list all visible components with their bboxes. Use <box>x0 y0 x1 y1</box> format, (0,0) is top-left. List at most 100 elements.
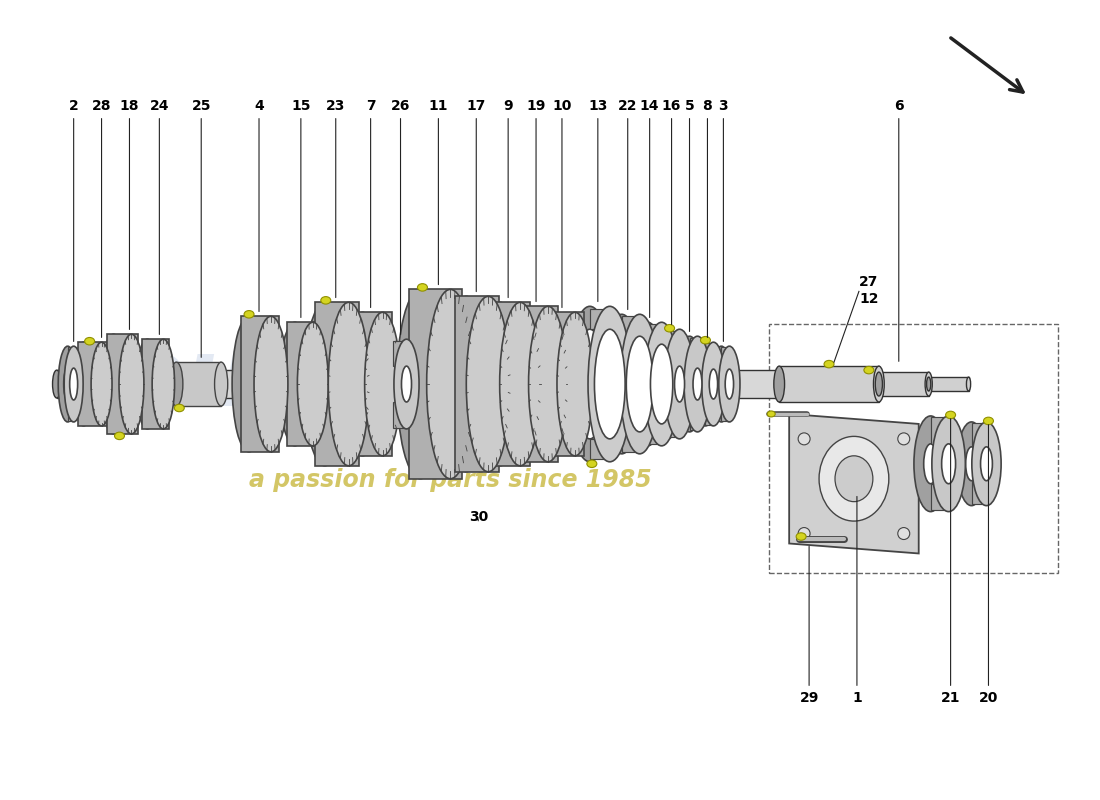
Ellipse shape <box>574 330 605 439</box>
Ellipse shape <box>702 342 725 426</box>
Polygon shape <box>705 399 714 425</box>
Ellipse shape <box>942 378 945 390</box>
Ellipse shape <box>876 372 882 396</box>
Ellipse shape <box>971 422 1001 506</box>
Ellipse shape <box>898 527 910 539</box>
Polygon shape <box>621 316 640 336</box>
Polygon shape <box>705 343 714 369</box>
Polygon shape <box>971 481 987 504</box>
Ellipse shape <box>943 380 945 388</box>
Ellipse shape <box>701 337 711 344</box>
Ellipse shape <box>174 404 185 412</box>
Polygon shape <box>789 414 918 554</box>
Ellipse shape <box>710 369 717 399</box>
Polygon shape <box>68 347 74 368</box>
Ellipse shape <box>932 416 966 512</box>
Ellipse shape <box>796 533 806 540</box>
Ellipse shape <box>767 411 775 417</box>
Ellipse shape <box>418 284 428 291</box>
Polygon shape <box>57 370 810 398</box>
Polygon shape <box>928 377 968 391</box>
Ellipse shape <box>946 411 956 418</box>
Text: 16: 16 <box>662 99 681 325</box>
Ellipse shape <box>91 342 112 426</box>
Ellipse shape <box>914 416 947 512</box>
Text: 29: 29 <box>800 546 818 705</box>
Text: 26: 26 <box>390 99 410 334</box>
Bar <box>769 324 1058 574</box>
Ellipse shape <box>305 302 345 466</box>
Polygon shape <box>722 347 729 369</box>
Ellipse shape <box>136 339 158 429</box>
Ellipse shape <box>980 447 992 481</box>
Ellipse shape <box>379 339 405 429</box>
Ellipse shape <box>53 370 60 398</box>
Polygon shape <box>889 378 944 390</box>
Ellipse shape <box>344 312 381 456</box>
Polygon shape <box>648 324 661 344</box>
Polygon shape <box>668 402 680 438</box>
Text: 23: 23 <box>326 99 345 298</box>
Ellipse shape <box>101 334 127 434</box>
Ellipse shape <box>254 316 288 452</box>
Text: 4: 4 <box>254 99 264 311</box>
Polygon shape <box>944 380 964 388</box>
Ellipse shape <box>480 302 520 466</box>
Polygon shape <box>779 366 879 402</box>
Ellipse shape <box>718 346 740 422</box>
Text: 6: 6 <box>894 99 903 362</box>
Polygon shape <box>690 400 697 430</box>
Ellipse shape <box>873 366 884 402</box>
Text: 5: 5 <box>684 99 694 331</box>
Ellipse shape <box>397 290 444 478</box>
Text: a passion for parts since 1985: a passion for parts since 1985 <box>249 468 651 492</box>
Text: 11: 11 <box>429 99 448 285</box>
Text: 22: 22 <box>618 99 638 310</box>
Text: 19: 19 <box>527 99 546 302</box>
Ellipse shape <box>58 346 77 422</box>
Ellipse shape <box>74 342 95 426</box>
Text: 17: 17 <box>466 99 486 291</box>
Polygon shape <box>315 302 359 466</box>
Ellipse shape <box>637 344 659 424</box>
Ellipse shape <box>702 369 710 399</box>
Ellipse shape <box>773 366 784 402</box>
Ellipse shape <box>645 322 679 446</box>
Text: 1: 1 <box>852 497 861 705</box>
Ellipse shape <box>886 374 892 394</box>
Ellipse shape <box>962 380 965 388</box>
Polygon shape <box>455 296 499 472</box>
Text: 14: 14 <box>640 99 659 318</box>
Ellipse shape <box>364 312 400 456</box>
Ellipse shape <box>568 306 612 462</box>
Text: 25: 25 <box>191 99 211 358</box>
Text: 18: 18 <box>120 99 140 330</box>
Ellipse shape <box>957 422 987 506</box>
Ellipse shape <box>169 362 183 406</box>
Ellipse shape <box>427 290 474 478</box>
Polygon shape <box>971 423 987 447</box>
Ellipse shape <box>835 456 873 502</box>
Text: 8: 8 <box>703 99 713 338</box>
Ellipse shape <box>328 302 370 466</box>
Ellipse shape <box>820 436 889 521</box>
Ellipse shape <box>64 346 84 422</box>
Ellipse shape <box>694 342 717 426</box>
Ellipse shape <box>608 336 635 432</box>
Polygon shape <box>176 362 221 406</box>
Ellipse shape <box>466 296 510 472</box>
Polygon shape <box>354 312 392 456</box>
Polygon shape <box>879 372 928 396</box>
Text: 2: 2 <box>69 99 78 342</box>
Ellipse shape <box>64 368 72 400</box>
Polygon shape <box>648 424 661 444</box>
Ellipse shape <box>594 330 625 439</box>
Ellipse shape <box>983 417 993 425</box>
Ellipse shape <box>588 306 631 462</box>
Polygon shape <box>78 342 107 426</box>
Text: 24: 24 <box>150 99 169 334</box>
Text: 28: 28 <box>91 99 111 338</box>
Ellipse shape <box>725 369 734 399</box>
Polygon shape <box>108 334 138 434</box>
Ellipse shape <box>650 344 673 424</box>
